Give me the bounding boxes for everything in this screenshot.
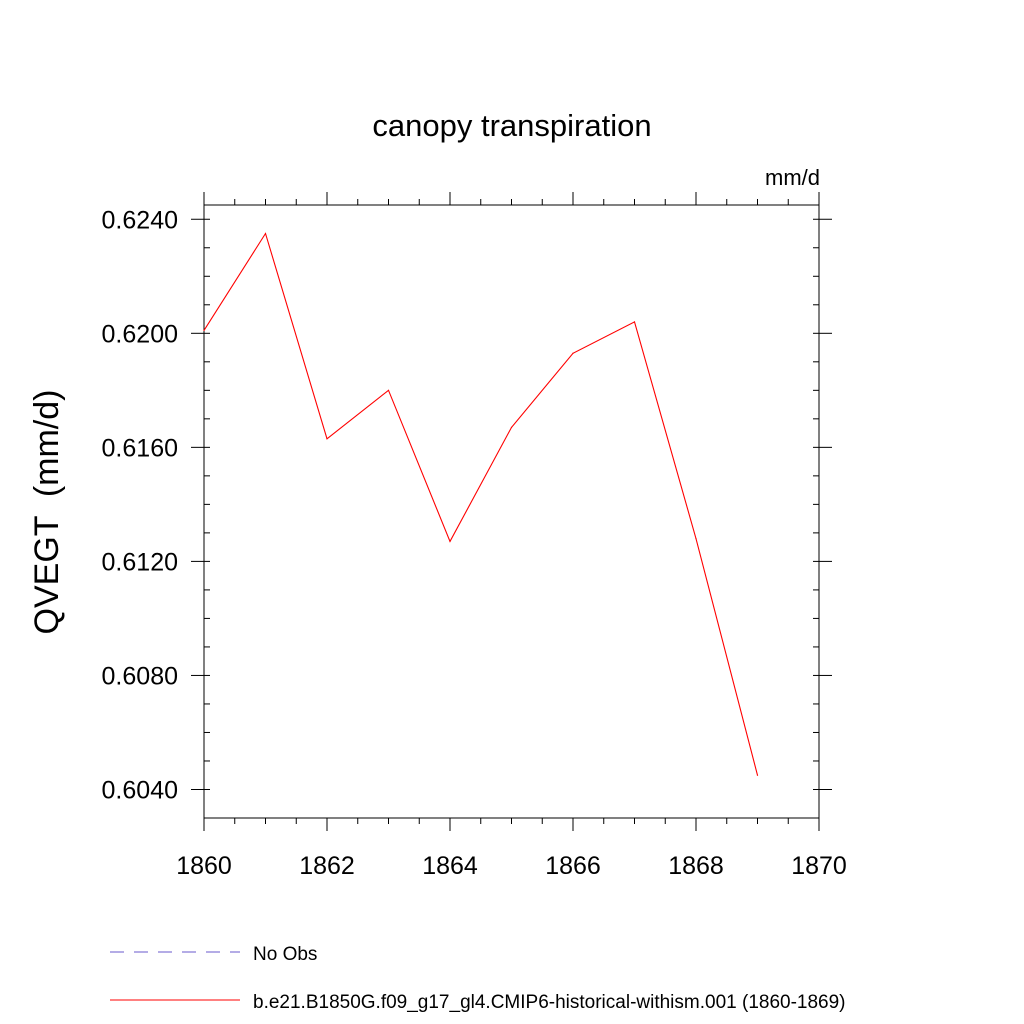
series-line <box>203 232 759 776</box>
data-point <box>756 774 759 776</box>
y-tick-label: 0.6120 <box>102 548 178 576</box>
legend: No Obs b.e21.B1850G.f09_g17_gl4.CMIP6-his… <box>110 944 846 1013</box>
x-tick-label: 1862 <box>299 852 355 880</box>
y-tick-label: 0.6240 <box>102 206 178 234</box>
chart-title: canopy transpiration <box>372 108 651 143</box>
y-tick-label: 0.6160 <box>102 434 178 462</box>
data-point <box>633 321 636 323</box>
data-point <box>387 389 390 391</box>
data-point <box>695 537 697 540</box>
series-lines <box>203 232 759 776</box>
y-tick-label: 0.6200 <box>102 320 178 348</box>
x-tick-label: 1870 <box>791 852 847 880</box>
data-point <box>449 540 451 543</box>
axes: 1860 1862 1864 1866 1868 1870 0.6040 0.6080 0.61… <box>102 192 847 880</box>
legend-label: b.e21.B1850G.f09_g17_gl4.CMIP6-historica… <box>253 992 846 1013</box>
x-tick-label: 1864 <box>422 852 478 880</box>
y-tick-label: 0.6080 <box>102 662 178 690</box>
x-tick-label: 1868 <box>668 852 724 880</box>
data-point <box>510 426 513 428</box>
data-point <box>203 329 205 332</box>
data-point <box>326 438 328 440</box>
x-tick-label: 1860 <box>176 852 232 880</box>
x-tick-label: 1866 <box>545 852 601 880</box>
y-axis-label: QVEGT (mm/d) <box>28 390 66 635</box>
legend-label: No Obs <box>253 944 317 965</box>
y-tick-label: 0.6040 <box>102 776 178 804</box>
plot-frame <box>203 204 820 819</box>
data-point <box>264 232 267 235</box>
data-point <box>572 352 574 354</box>
units-label: mm/d <box>765 165 820 190</box>
